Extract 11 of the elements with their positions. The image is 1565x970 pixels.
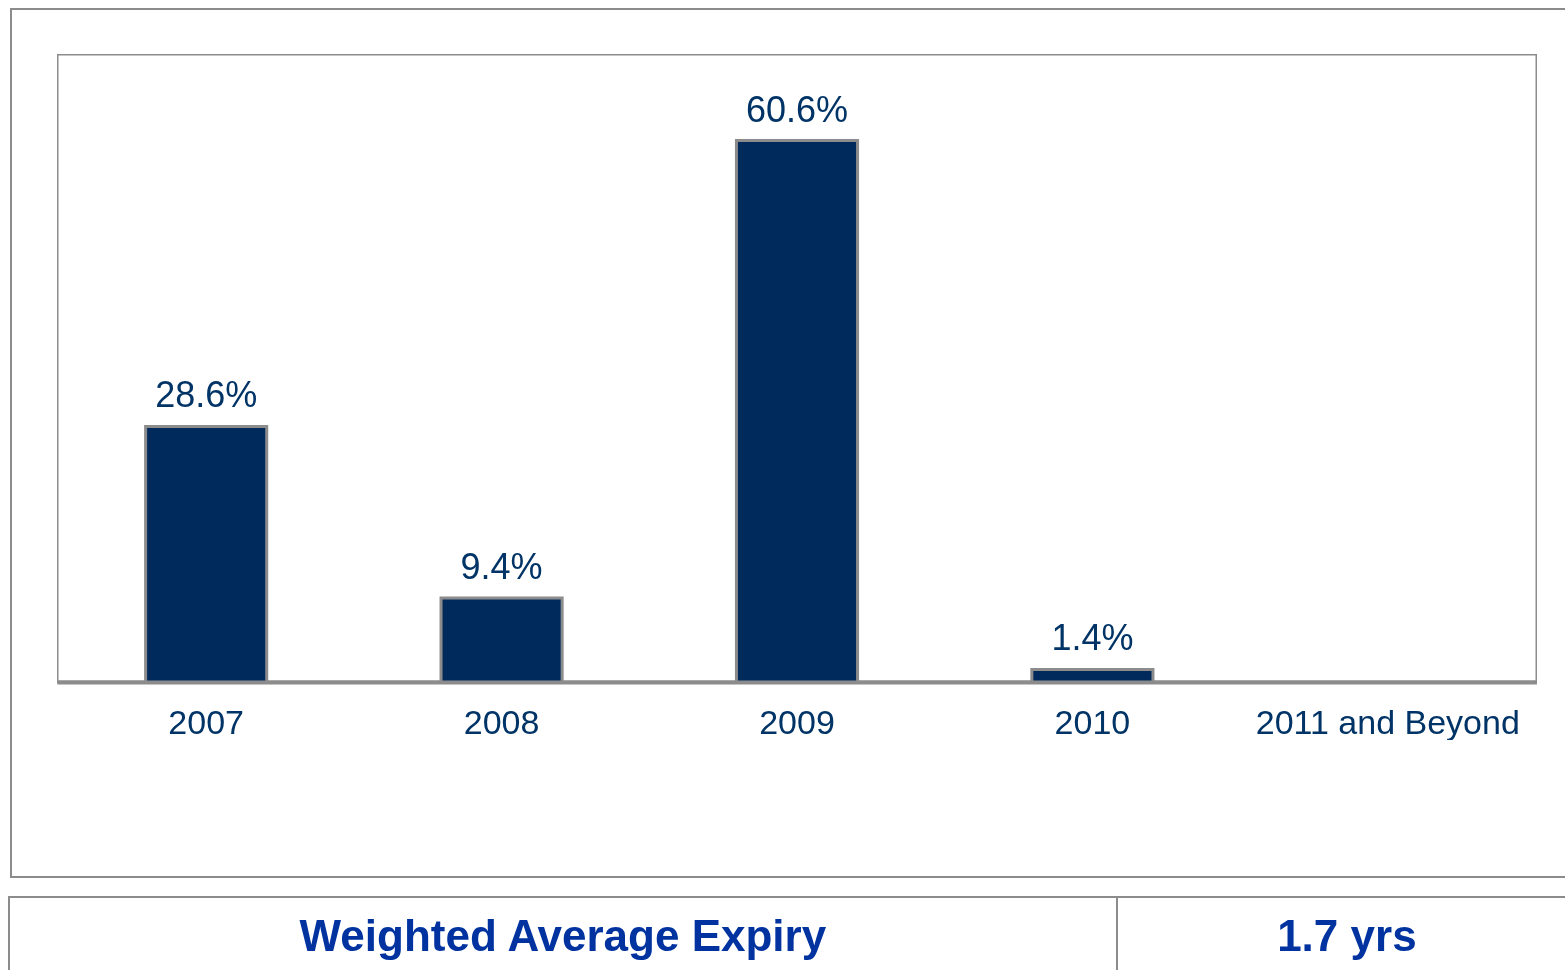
x-tick-label: 2011 and Beyond [1255, 702, 1520, 741]
text: 1.7 yrs [1115, 898, 1565, 970]
text: Weighted Average Expiry [298, 910, 828, 962]
data-label: 9.4% [460, 546, 543, 588]
x-tick-label: 2007 [168, 702, 244, 741]
x-tick-label: 2008 [463, 702, 540, 741]
x-tick-label: 2010 [1054, 702, 1131, 741]
data-label: 60.6% [745, 88, 849, 130]
data-label: 28.6% [155, 374, 258, 416]
data-label: 1.4% [1051, 617, 1134, 659]
x-tick-label: 2009 [759, 702, 835, 741]
